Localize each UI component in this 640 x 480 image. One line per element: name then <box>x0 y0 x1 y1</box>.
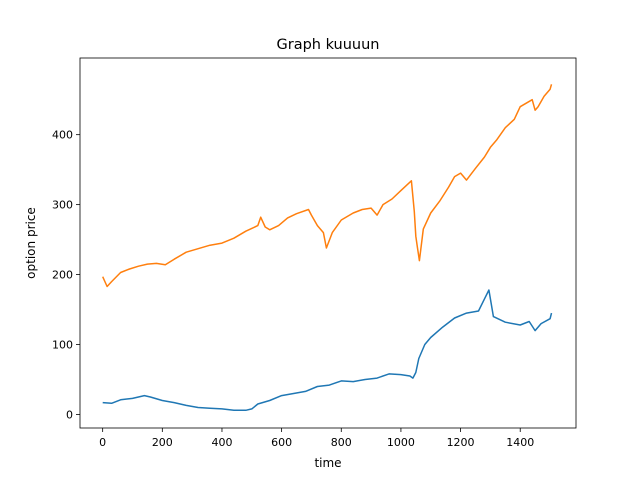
y-tick-label: 400 <box>52 129 73 142</box>
x-tick-label: 400 <box>211 436 232 449</box>
x-tick-label: 1000 <box>387 436 415 449</box>
x-axis-label: time <box>314 456 341 470</box>
chart-title: Graph kuuuun <box>277 37 380 53</box>
x-axis-ticks: 0 200 400 600 800 1000 1200 1400 <box>99 428 534 449</box>
x-tick-label: 200 <box>152 436 173 449</box>
x-tick-label: 0 <box>99 436 106 449</box>
y-axis-label: option price <box>24 207 38 279</box>
y-tick-label: 200 <box>52 269 73 282</box>
x-tick-label: 800 <box>331 436 352 449</box>
x-tick-label: 600 <box>271 436 292 449</box>
plot-frame <box>79 57 577 429</box>
y-axis-ticks: 0 100 200 300 400 <box>52 129 80 421</box>
series-line-1 <box>102 289 553 412</box>
x-tick-label: 1400 <box>506 436 534 449</box>
series-layer <box>102 84 553 412</box>
y-tick-label: 0 <box>66 408 73 421</box>
y-tick-label: 100 <box>52 339 73 352</box>
series-line-0 <box>102 84 553 288</box>
y-tick-label: 300 <box>52 199 73 212</box>
x-tick-label: 1200 <box>447 436 475 449</box>
